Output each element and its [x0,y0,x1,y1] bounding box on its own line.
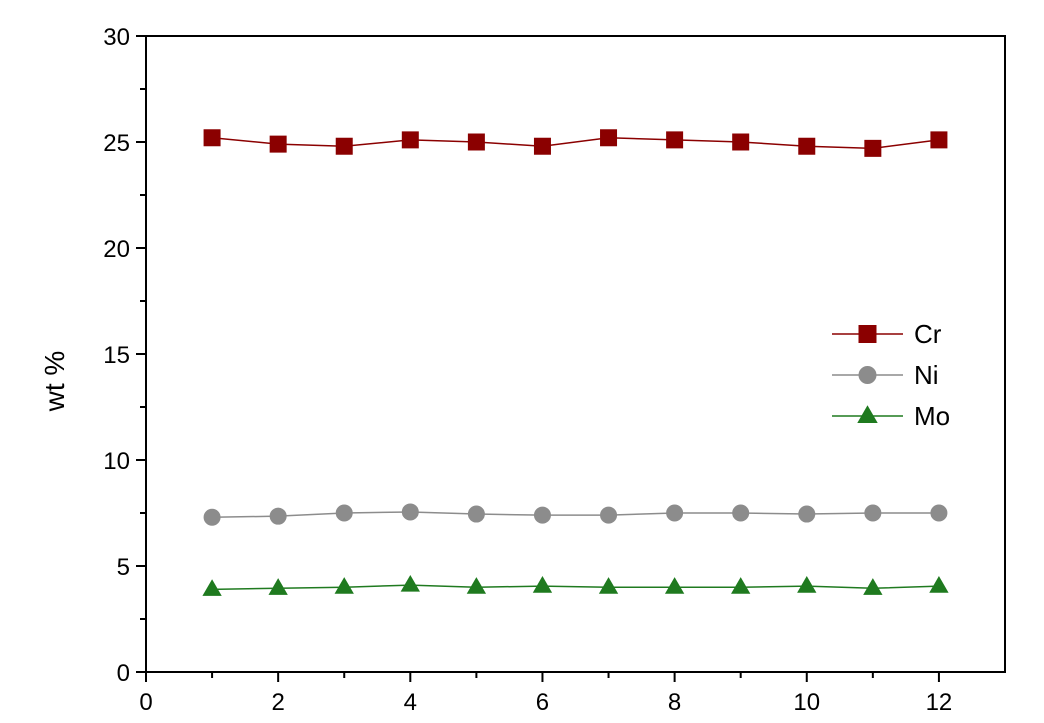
data-point-mo [466,577,487,594]
data-point-cr [533,137,551,155]
y-axis-label: wt % [39,351,70,413]
data-point-ni [335,504,353,522]
x-tick-label: 8 [668,689,681,716]
data-point-mo [598,577,619,594]
data-point-mo [202,579,222,596]
data-point-mo [863,578,883,595]
series-mo [202,574,949,596]
legend-marker-square [858,325,877,343]
series-layer [202,129,949,596]
legend: Cr Ni Mo [832,319,950,431]
legend-label: Mo [914,401,950,431]
data-point-cr [335,137,353,155]
y-tick-label: 15 [103,342,130,369]
series-line-cr [212,137,940,150]
data-point-ni [732,504,750,522]
legend-marker-triangle [857,405,878,423]
data-point-ni [600,506,618,524]
data-point-ni [864,504,882,522]
legend-item-ni: Ni [832,360,939,390]
data-point-cr [401,131,419,149]
data-point-cr [269,135,287,153]
data-point-ni [533,506,551,524]
x-tick-label: 4 [404,689,417,716]
data-point-cr [666,131,684,149]
legend-label: Ni [914,360,939,390]
data-point-ni [269,507,287,525]
legend-marker-circle [858,366,877,384]
data-point-cr [798,137,816,155]
legend-item-mo: Mo [832,401,950,431]
data-point-ni [467,505,485,523]
data-point-mo [532,576,553,593]
data-point-cr [864,139,882,157]
x-tick-label: 6 [536,689,549,716]
legend-label: Cr [914,319,942,349]
data-point-mo [797,576,817,593]
x-tick-label: 0 [139,689,152,716]
x-tick-label: 10 [793,689,820,716]
y-tick-label: 20 [103,236,130,263]
data-point-cr [732,133,750,151]
x-tick-label: 12 [926,689,953,716]
series-line-ni [212,511,939,518]
series-line-mo [212,584,939,591]
data-point-cr [467,133,485,151]
series-cr [203,129,948,157]
y-tick-label: 10 [103,448,130,475]
data-point-ni [401,503,419,521]
plot-frame [145,35,1006,673]
data-point-mo [268,578,288,595]
axis-ticks: 0 2 4 6 8 10 12 0 5 10 15 20 25 30 [103,24,952,716]
series-ni [203,503,948,526]
data-point-cr [600,129,618,147]
data-point-mo [400,574,420,592]
y-tick-label: 25 [103,130,130,157]
y-tick-label: 0 [117,660,130,687]
data-point-ni [798,505,816,523]
data-point-mo [334,577,354,594]
x-tick-label: 2 [271,689,284,716]
legend-item-cr: Cr [832,319,942,349]
data-point-mo [929,576,949,593]
y-tick-label: 5 [117,554,130,581]
y-tick-label: 30 [103,24,130,51]
data-point-mo [731,577,751,594]
data-point-cr [930,131,948,149]
data-point-ni [666,504,684,522]
data-point-ni [930,504,948,522]
data-point-ni [203,508,221,526]
data-point-mo [664,577,685,594]
data-point-cr [203,129,221,147]
